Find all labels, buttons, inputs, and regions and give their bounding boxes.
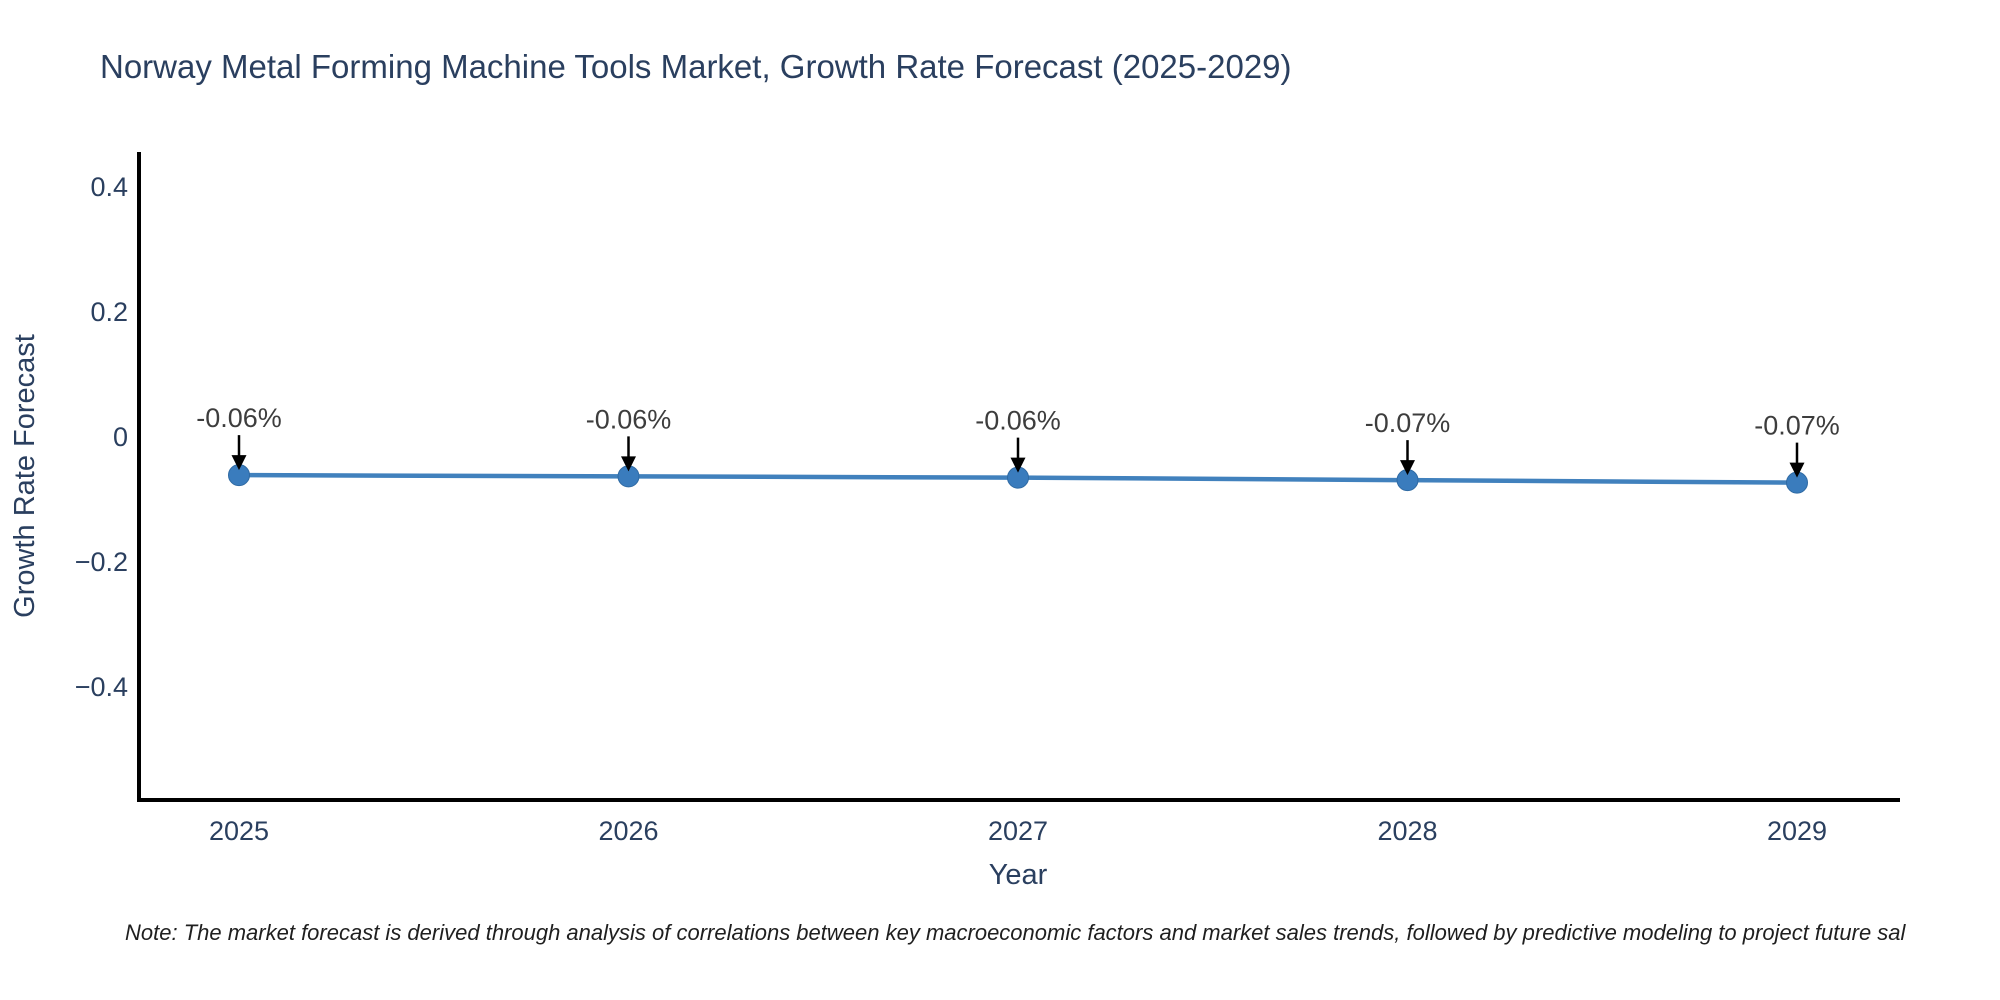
line-series xyxy=(228,464,1808,494)
y-axis-ticks: 0.4 0.2 0 −0.2 −0.4 xyxy=(75,172,128,702)
chart-title: Norway Metal Forming Machine Tools Marke… xyxy=(100,48,1292,85)
x-axis-ticks: 2025 2026 2027 2028 2029 xyxy=(209,816,1827,846)
y-tick-label: 0.2 xyxy=(90,297,128,327)
point-value-label: -0.07% xyxy=(1754,411,1840,441)
point-value-label: -0.06% xyxy=(586,404,672,434)
annotation-arrowhead-icon xyxy=(1400,460,1415,476)
y-tick-label: −0.2 xyxy=(75,547,128,577)
point-value-label: -0.06% xyxy=(196,403,282,433)
annotation-arrowhead-icon xyxy=(1010,457,1026,473)
x-tick-label: 2027 xyxy=(988,816,1048,846)
y-tick-label: 0 xyxy=(113,422,128,452)
x-tick-label: 2029 xyxy=(1767,816,1827,846)
annotation-arrowhead-icon xyxy=(1789,462,1805,478)
point-value-label: -0.07% xyxy=(1365,408,1451,438)
y-axis-title: Growth Rate Forecast xyxy=(9,334,41,618)
x-axis-title: Year xyxy=(989,859,1048,891)
annotation-arrowhead-icon xyxy=(231,455,247,471)
chart-footnote: Note: The market forecast is derived thr… xyxy=(125,920,1906,945)
x-tick-label: 2026 xyxy=(598,816,658,846)
y-tick-label: −0.4 xyxy=(75,672,128,702)
point-annotations: -0.06% -0.06% -0.06% -0.07% -0.07% xyxy=(196,403,1840,478)
point-value-label: -0.06% xyxy=(975,406,1061,436)
x-tick-label: 2025 xyxy=(209,816,269,846)
x-tick-label: 2028 xyxy=(1377,816,1437,846)
annotation-arrowhead-icon xyxy=(621,456,636,472)
y-tick-label: 0.4 xyxy=(90,172,128,202)
